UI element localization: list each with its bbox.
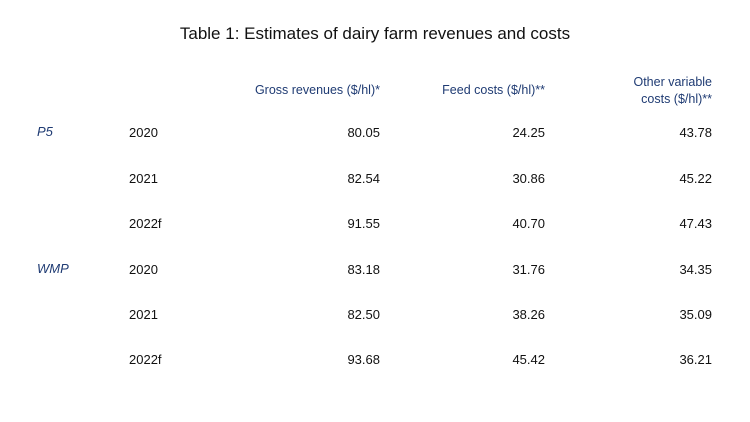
row-year: 2022f [129, 352, 162, 367]
row-year: 2021 [129, 307, 158, 322]
cell-other: 43.78 [679, 125, 712, 140]
cell-other: 47.43 [679, 216, 712, 231]
cell-gross: 80.05 [347, 125, 380, 140]
row-year: 2022f [129, 216, 162, 231]
cell-other: 45.22 [679, 171, 712, 186]
cell-gross: 82.50 [347, 307, 380, 322]
header-gross-revenues: Gross revenues ($/hl)* [254, 83, 380, 97]
header-feed-costs: Feed costs ($/hl)** [442, 83, 545, 97]
cell-gross: 91.55 [347, 216, 380, 231]
cell-other: 36.21 [679, 352, 712, 367]
table-title: Table 1: Estimates of dairy farm revenue… [179, 24, 571, 43]
header-other-variable-costs: Other variable costs ($/hl)** [572, 74, 712, 108]
group-label: P5 [37, 124, 53, 139]
header-other-line1: Other variable [633, 75, 712, 89]
cell-feed: 24.25 [512, 125, 545, 140]
cell-other: 35.09 [679, 307, 712, 322]
cell-feed: 38.26 [512, 307, 545, 322]
cell-gross: 82.54 [347, 171, 380, 186]
cell-other: 34.35 [679, 262, 712, 277]
row-year: 2021 [129, 171, 158, 186]
cell-gross: 83.18 [347, 262, 380, 277]
cell-feed: 31.76 [512, 262, 545, 277]
header-other-line2: costs ($/hl)** [641, 92, 712, 106]
cell-feed: 40.70 [512, 216, 545, 231]
cell-feed: 45.42 [512, 352, 545, 367]
row-year: 2020 [129, 262, 158, 277]
group-label: WMP [37, 261, 69, 276]
cell-feed: 30.86 [512, 171, 545, 186]
cell-gross: 93.68 [347, 352, 380, 367]
row-year: 2020 [129, 125, 158, 140]
